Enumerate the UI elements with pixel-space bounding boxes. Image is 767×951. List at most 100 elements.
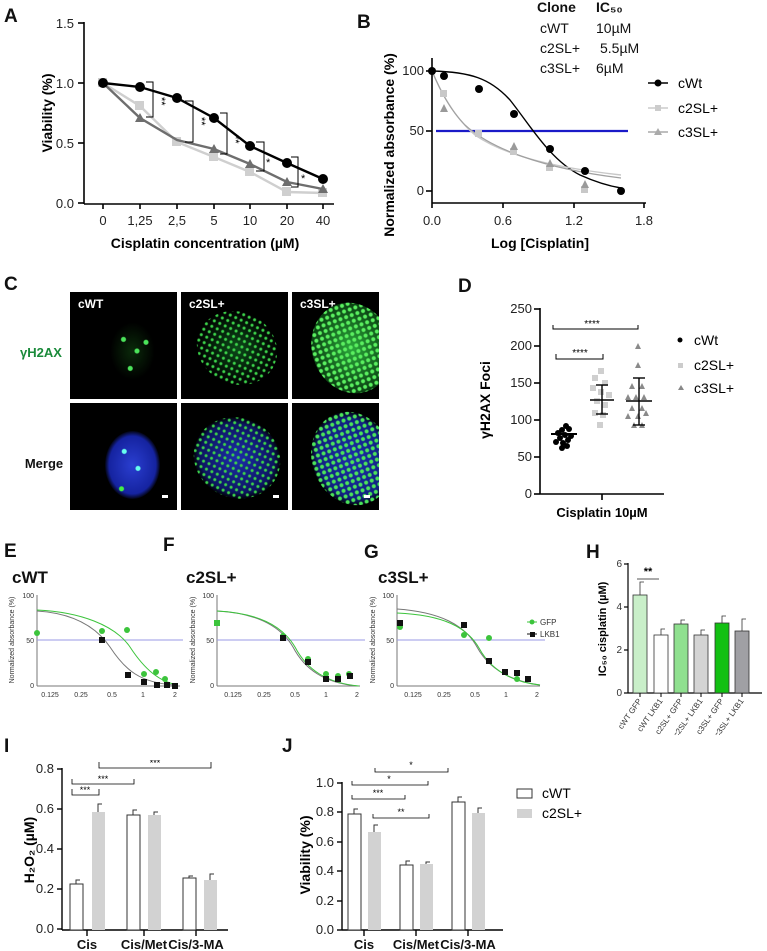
panel-label-g: G [364, 542, 379, 563]
xtick: Cis [354, 937, 374, 951]
ytick: 1.0 [316, 775, 334, 790]
ytick: 150 [510, 375, 532, 390]
table-header-ic50: IC₅₀ [596, 0, 623, 15]
ytick: 0.4 [36, 841, 54, 856]
ytick: 100 [510, 412, 532, 427]
micrograph-cwt-gh2ax: cWT [70, 292, 177, 399]
sig-marker: **** [572, 348, 588, 359]
xtick: 5 [210, 213, 217, 228]
table-cell: c2SL+ [540, 40, 580, 56]
legend-b: cWt c2SL+ c3SL+ [648, 75, 718, 140]
row-label-gamma-h2ax: γH2AX [20, 345, 62, 360]
xtick: Cis/3-MA [440, 937, 496, 951]
ytick: 100 [22, 593, 34, 600]
sig-marker: * [409, 760, 413, 770]
ytick: 50 [518, 449, 532, 464]
sig-marker: * [266, 157, 271, 169]
ytick: 6 [616, 559, 622, 570]
xtick: 1,25 [127, 213, 152, 228]
xtick: 1.2 [565, 213, 583, 228]
xtick: 1 [324, 692, 328, 699]
ytick: 1.5 [56, 16, 74, 31]
panel-label-f: F [163, 535, 175, 556]
table-cell: 10µM [596, 20, 631, 36]
chart-g-c3sl: 100 50 0 0.125 0.25 0.5 1 2 Normalized a… [370, 593, 560, 699]
scale-bar [364, 495, 370, 498]
ytick: 0.5 [56, 136, 74, 151]
ytick: 100 [202, 593, 214, 600]
panel-label-h: H [586, 542, 600, 563]
ytick: 200 [510, 338, 532, 353]
y-axis-label: IC₅₀ cisplatin (µM) [597, 581, 609, 676]
ytick: 50 [410, 123, 424, 138]
ytick: 0.2 [316, 893, 334, 908]
ytick: 50 [386, 638, 394, 645]
legend-item: cWT [542, 785, 571, 801]
ytick: 0.2 [36, 881, 54, 896]
ytick: 2 [616, 645, 622, 656]
panel-label-a: A [4, 6, 18, 27]
legend-item: c2SL+ [542, 805, 582, 821]
x-axis-label: Log [Cisplatin] [491, 235, 589, 251]
sig-marker: ** [644, 566, 653, 578]
xtick: 0.5 [470, 692, 480, 699]
xtick: 0.125 [224, 692, 242, 699]
chart-a-viability: 1.5 1.0 0.5 0.0 0 1,25 2,5 5 10 20 40 Ci… [39, 16, 334, 251]
xtick: 0 [99, 213, 106, 228]
xtick: 0.5 [290, 692, 300, 699]
column-label: c3SL+ [300, 297, 336, 311]
ytick: 0 [417, 183, 424, 198]
chart-f-c2sl: 100 50 0 0.125 0.25 0.5 1 2 Normalized a… [190, 593, 365, 699]
sig-marker: ** [397, 807, 405, 817]
column-label: c2SL+ [189, 297, 225, 311]
sig-marker: *** [98, 774, 109, 784]
ytick: 250 [510, 301, 532, 316]
micrograph-c2sl-merge [181, 403, 288, 510]
legend-j: cWT c2SL+ [516, 785, 582, 821]
x-axis-label: Cisplatin 10µM [556, 505, 647, 520]
legend-item: LKB1 [540, 630, 560, 639]
ytick: 0 [390, 683, 394, 690]
xtick: Cis/3-MA [168, 937, 224, 951]
ytick: 50 [206, 638, 214, 645]
scale-bar [162, 495, 168, 498]
panel-f-title: c2SL+ [186, 568, 237, 587]
panel-label-j: J [282, 736, 293, 757]
xtick: Cis/Met [121, 937, 168, 951]
column-label: cWT [78, 297, 104, 311]
legend-item: cWt [694, 332, 718, 348]
xtick: 2 [355, 692, 359, 699]
ytick: 0.8 [316, 804, 334, 819]
table-header-clone: Clone [537, 0, 576, 15]
sig-marker: ** [155, 97, 167, 106]
xtick: 1 [141, 692, 145, 699]
xtick: 0.25 [74, 692, 88, 699]
legend-g: GFP LKB1 [527, 618, 560, 639]
chart-e-cwt: 100 50 0 0.125 0.25 0.5 1 2 Normalized a… [9, 593, 183, 699]
legend-item: GFP [540, 618, 556, 627]
sig-marker: *** [150, 760, 161, 768]
y-axis-label: Normalized absorbance (%) [9, 597, 16, 684]
y-axis-label: H₂O₂ (µM) [21, 817, 37, 883]
table-cell: 6µM [596, 60, 624, 76]
micrograph-c2sl-gh2ax: c2SL+ [181, 292, 288, 399]
xtick: 1 [504, 692, 508, 699]
panel-e-title: cWT [12, 568, 48, 587]
xtick: 20 [280, 213, 294, 228]
panel-g-title: c3SL+ [378, 568, 429, 587]
sig-marker: ** [195, 117, 207, 126]
ytick: 50 [26, 638, 34, 645]
y-axis-label: Normalized absorbance (%) [381, 53, 397, 237]
ytick: 0 [30, 683, 34, 690]
x-axis-label: Cisplatin concentration (µM) [111, 235, 300, 251]
xtick: 0.25 [437, 692, 451, 699]
legend-item: cWt [678, 75, 702, 91]
sig-marker: *** [80, 785, 91, 795]
xtick: 0.5 [107, 692, 117, 699]
chart-b-dose-response: Clone IC₅₀ cWT 10µM c2SL+ 5.5µM c3SL+ 6µ… [381, 0, 718, 251]
legend-item: c2SL+ [694, 357, 734, 373]
legend-item: c2SL+ [678, 100, 718, 116]
ytick: 0.6 [316, 834, 334, 849]
ytick: 0.6 [36, 801, 54, 816]
sig-marker: * [387, 774, 391, 784]
